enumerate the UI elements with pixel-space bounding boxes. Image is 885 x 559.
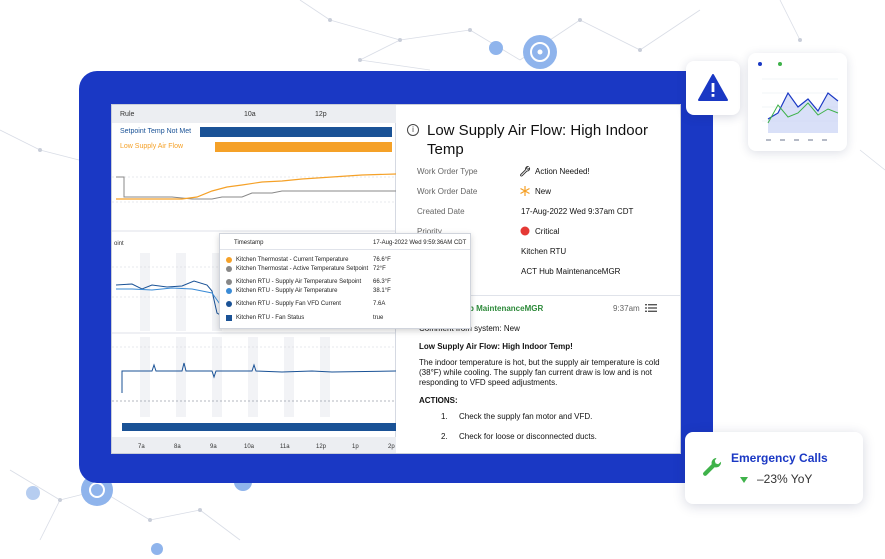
tick-label: 12p: [316, 444, 327, 450]
field-key: Work Order Date: [417, 187, 478, 196]
tooltip-series-value: true: [373, 315, 384, 321]
tick-label: 7a: [138, 444, 145, 450]
tick-label: 10a: [244, 111, 256, 118]
tooltip-series-name: Kitchen RTU - Fan Status: [236, 315, 305, 321]
tooltip-row: Kitchen Thermostat - Active Temperature …: [226, 265, 466, 274]
emergency-calls-card[interactable]: Emergency Calls –23% YoY: [685, 432, 863, 504]
legend-dot-icon: [226, 288, 232, 294]
comment-author[interactable]: b MaintenanceMGR: [469, 304, 544, 313]
tick-label: 11a: [280, 444, 290, 450]
fan-current-chart: [112, 337, 396, 431]
work-order-title: Low Supply Air Flow: High Indoor Temp: [427, 122, 648, 158]
tick-label: 9a: [210, 444, 217, 450]
legend-dot-icon: [226, 257, 232, 263]
tooltip-header-label: Timestamp: [234, 240, 264, 246]
field-value: Critical: [535, 227, 560, 236]
field-value: Action Needed!: [535, 167, 590, 176]
field-value: New: [535, 187, 552, 196]
warning-icon: [698, 74, 728, 101]
chart-panel: Rule 10a 12p Setpoint Temp Not Met Low S…: [112, 105, 396, 453]
rule-row-setpoint[interactable]: Setpoint Temp Not Met: [112, 125, 396, 139]
trend-down-icon: [740, 477, 748, 483]
critical-dot-icon: [520, 226, 530, 236]
tooltip-series-name: Kitchen Thermostat - Active Temperature …: [236, 266, 369, 272]
tooltip-series-name: Kitchen Thermostat - Current Temperature: [236, 257, 349, 263]
app-screen: Rule 10a 12p Setpoint Temp Not Met Low S…: [111, 104, 681, 454]
tooltip-series-value: 72°F: [373, 266, 386, 272]
rule-bar: [200, 127, 392, 137]
mini-line-chart: [758, 62, 839, 141]
tick-label: 2p: [388, 444, 395, 450]
action-number: 2.: [441, 432, 448, 441]
timeline-header: Rule 10a 12p: [112, 105, 396, 123]
field-value: 17-Aug-2022 Wed 9:37am CDT: [521, 207, 634, 216]
action-text: Check for loose or disconnected ducts.: [459, 432, 597, 441]
field-key: Work Order Type: [417, 167, 478, 176]
tooltip-series-name: Kitchen RTU - Supply Fan VFD Current: [236, 301, 341, 307]
temperature-chart: oint: [112, 173, 396, 247]
list-menu-icon[interactable]: [645, 303, 657, 313]
tooltip-series-value: 38.1°F: [373, 288, 391, 294]
field-value: Kitchen RTU: [521, 247, 567, 256]
wrench-icon: [703, 458, 722, 476]
rule-label: Setpoint Temp Not Met: [120, 128, 192, 135]
tooltip-timestamp: 17-Aug-2022 Wed 9:59:36AM CDT: [373, 240, 467, 246]
tooltip-series-value: 66.3°F: [373, 279, 391, 285]
series-vfd-current-line: [121, 362, 396, 393]
field-equipment: Kitchen RTU: [417, 245, 672, 259]
comment-heading: Low Supply Air Flow: High Indoor Temp!: [419, 342, 573, 351]
info-icon[interactable]: i: [407, 124, 419, 136]
emergency-change: –23% YoY: [757, 472, 813, 486]
action-number: 1.: [441, 412, 448, 421]
field-assignee: ACT Hub MaintenanceMGR: [417, 265, 672, 279]
alert-card[interactable]: [686, 61, 740, 115]
series-current-temp-line: [116, 173, 396, 200]
field-key: Priority: [417, 227, 442, 236]
sparkle-icon: [520, 186, 530, 196]
field-created-date: Created Date 17-Aug-2022 Wed 9:37am CDT: [417, 205, 672, 219]
rule-bar: [215, 142, 392, 152]
tick-label: 8a: [174, 444, 181, 450]
legend-dot-icon: [226, 279, 232, 285]
series-setpoint-line: [116, 176, 396, 200]
field-work-order-date: Work Order Date New: [417, 185, 672, 199]
tick-label: 1p: [352, 444, 359, 450]
rule-column-label: Rule: [120, 111, 135, 118]
tooltip-row: Kitchen Thermostat - Current Temperature…: [226, 256, 466, 265]
legend-square-icon: [226, 315, 232, 321]
emergency-title: Emergency Calls: [731, 451, 828, 465]
timeline-charts: oint: [112, 173, 396, 431]
field-key: Created Date: [417, 207, 465, 216]
legend-dot-icon: [226, 301, 232, 307]
chart-partial-label: oint: [114, 241, 124, 247]
tooltip-series-value: 76.6°F: [373, 257, 391, 263]
tick-label: 10a: [244, 444, 255, 450]
tooltip-header: Timestamp 17-Aug-2022 Wed 9:59:36AM CDT: [220, 234, 470, 250]
field-priority: Priority Critical: [417, 225, 672, 239]
legend-dot-icon: [226, 266, 232, 272]
mini-chart-card[interactable]: [748, 53, 847, 151]
series-supply-air-temp-line: [115, 280, 396, 318]
tooltip-row: Kitchen RTU - Fan Status true: [226, 314, 466, 323]
tooltip-series-value: 7.6A: [373, 301, 386, 307]
tooltip-row: Kitchen RTU - Supply Air Temperature 38.…: [226, 287, 466, 296]
rule-row-low-air-flow[interactable]: Low Supply Air Flow: [112, 140, 396, 154]
comment-time: 9:37am: [613, 304, 640, 313]
wrench-icon: [520, 166, 531, 177]
tooltip-row: Kitchen RTU - Supply Fan VFD Current 7.6…: [226, 300, 466, 309]
field-value: ACT Hub MaintenanceMGR: [521, 267, 621, 276]
action-text: Check the supply fan motor and VFD.: [459, 412, 593, 421]
actions-label: ACTIONS:: [419, 396, 458, 405]
tooltip-series-name: Kitchen RTU - Supply Air Temperature: [236, 288, 338, 294]
chart-tooltip: Timestamp 17-Aug-2022 Wed 9:59:36AM CDT …: [219, 233, 471, 329]
rule-label: Low Supply Air Flow: [120, 143, 184, 150]
tooltip-series-name: Kitchen RTU - Supply Air Temperature Set…: [236, 279, 362, 285]
field-work-order-type: Work Order Type Action Needed!: [417, 165, 672, 179]
tooltip-row: Kitchen RTU - Supply Air Temperature Set…: [226, 278, 466, 287]
timeline-bottom-axis: 7a 8a 9a 10a 11a 12p 1p 2p: [112, 437, 396, 453]
comment-body: The indoor temperature is hot, but the s…: [419, 358, 660, 387]
tick-label: 12p: [315, 111, 327, 118]
